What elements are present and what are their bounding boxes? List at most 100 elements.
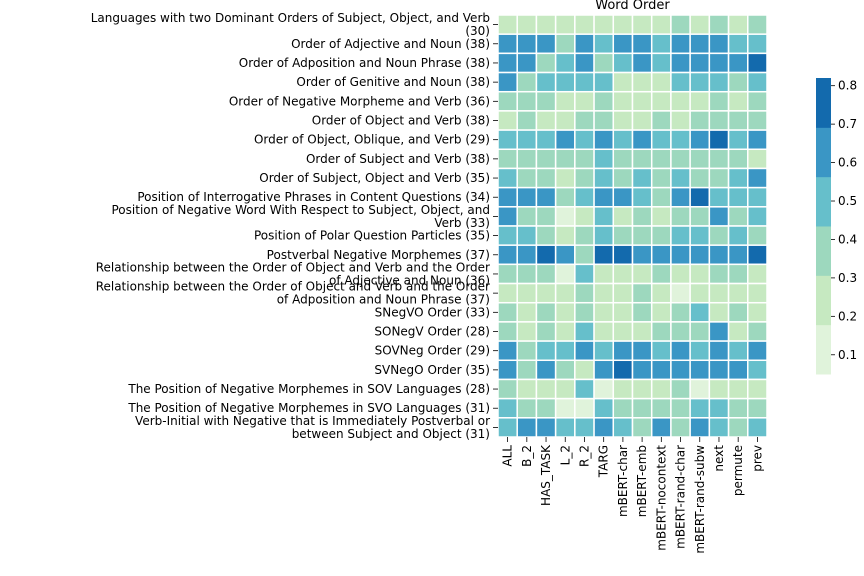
heatmap-cell (708, 90, 730, 112)
heatmap-cell (650, 263, 672, 285)
heatmap-cell (612, 340, 634, 362)
heatmap-cell (516, 52, 538, 74)
heatmap-cell (497, 225, 518, 246)
heatmap-cell (650, 359, 672, 381)
heatmap-cell (516, 282, 538, 304)
heatmap-cell (650, 321, 672, 342)
heatmap-cell (593, 90, 615, 112)
heatmap-cell (497, 186, 518, 208)
heatmap-cell (535, 186, 557, 208)
row-label: SONegV Order (28) (374, 325, 490, 339)
row-label: Order of Subject and Verb (38) (306, 152, 490, 166)
heatmap-cell (708, 14, 730, 35)
heatmap-cell (747, 417, 768, 438)
heatmap-cell (593, 167, 615, 189)
colorbar-tick-label: 0.5 (838, 194, 857, 208)
row-label: Position of Interrogative Phrases in Con… (137, 190, 490, 204)
heatmap-cell (593, 186, 615, 208)
heatmap-cell (631, 90, 653, 112)
heatmap-cell (689, 397, 711, 419)
heatmap-cell (727, 186, 749, 208)
heatmap-cell (497, 148, 518, 170)
heatmap-cell (497, 129, 518, 151)
heatmap-cell (689, 301, 711, 323)
column-label: B_2 (520, 445, 534, 467)
row-label: Order of Subject, Object and Verb (35) (259, 171, 490, 185)
heatmap-cell (612, 321, 634, 342)
colorbar-segment (816, 176, 831, 227)
heatmap-cell (631, 148, 653, 170)
row-label: Postverbal Negative Morphemes (37) (267, 248, 490, 262)
heatmap-cell (593, 225, 615, 246)
heatmap-cell (631, 340, 653, 362)
heatmap-cell (708, 206, 730, 227)
heatmap-cell (708, 244, 730, 266)
heatmap-cell (574, 167, 595, 189)
column-label: permute (731, 445, 745, 496)
heatmap-cell (747, 282, 768, 304)
heatmap-cell (727, 71, 749, 93)
heatmap-cell (612, 90, 634, 112)
heatmap-cell (689, 206, 711, 227)
heatmap-cell (708, 225, 730, 246)
row-label: Verb-Initial with Negative that is Immed… (135, 414, 490, 441)
heatmap-cell (631, 397, 653, 419)
heatmap-cell (670, 186, 691, 208)
row-label: Relationship between the Order of Object… (96, 280, 490, 307)
heatmap-cell (727, 14, 749, 35)
heatmap-cell (612, 129, 634, 151)
heatmap-cell (554, 33, 576, 55)
heatmap-cell (727, 110, 749, 131)
colorbar-segment (816, 324, 831, 375)
heatmap-cell (650, 378, 672, 400)
heatmap-cell (612, 186, 634, 208)
heatmap-cell (747, 90, 768, 112)
heatmap-cell (554, 417, 576, 438)
heatmap-cell (593, 71, 615, 93)
row-label: Position of Negative Word With Respect t… (112, 203, 491, 230)
heatmap-cell (593, 206, 615, 227)
heatmap-cell (727, 359, 749, 381)
heatmap-cell (631, 378, 653, 400)
heatmap-cell (689, 263, 711, 285)
row-labels: Languages with two Dominant Orders of Su… (91, 11, 498, 441)
heatmap-cell (516, 206, 538, 227)
heatmap-cell (516, 340, 538, 362)
heatmap-cell (708, 33, 730, 55)
heatmap-cell (612, 301, 634, 323)
row-label: Order of Object, Oblique, and Verb (29) (254, 133, 490, 147)
heatmap-cell (727, 263, 749, 285)
heatmap-cell (631, 33, 653, 55)
heatmap-cell (670, 378, 691, 400)
heatmap-cell (593, 359, 615, 381)
row-label: Order of Adposition and Noun Phrase (38) (239, 56, 490, 70)
heatmap-cell (670, 359, 691, 381)
heatmap-cell (535, 244, 557, 266)
heatmap-cell (535, 14, 557, 35)
heatmap-cell (670, 417, 691, 438)
heatmap-cell (554, 186, 576, 208)
heatmap-cell (593, 33, 615, 55)
column-label: TARG (597, 445, 611, 478)
row-label: Languages with two Dominant Orders of Su… (91, 11, 490, 38)
column-labels: ALL B_2 HAS_TASK L_2 R_2 TARG mBERT-char mBERT-… (501, 437, 764, 554)
heatmap-cell (650, 90, 672, 112)
heatmap-cell (650, 71, 672, 93)
heatmap-cell (689, 71, 711, 93)
heatmap-cell (497, 71, 518, 93)
colorbar-segment (816, 127, 831, 178)
heatmap-cell (631, 167, 653, 189)
heatmap-cell (516, 33, 538, 55)
heatmap-cell (535, 110, 557, 131)
heatmap-cell (747, 52, 768, 74)
heatmap-cell (516, 321, 538, 342)
heatmap-cell (554, 321, 576, 342)
heatmap-cell (574, 14, 595, 35)
heatmap-cell (689, 148, 711, 170)
heatmap-cell (747, 71, 768, 93)
heatmap-cell (554, 282, 576, 304)
heatmap-cell (612, 359, 634, 381)
heatmap-cell (554, 14, 576, 35)
heatmap-cell (689, 90, 711, 112)
heatmap-cell (516, 301, 538, 323)
